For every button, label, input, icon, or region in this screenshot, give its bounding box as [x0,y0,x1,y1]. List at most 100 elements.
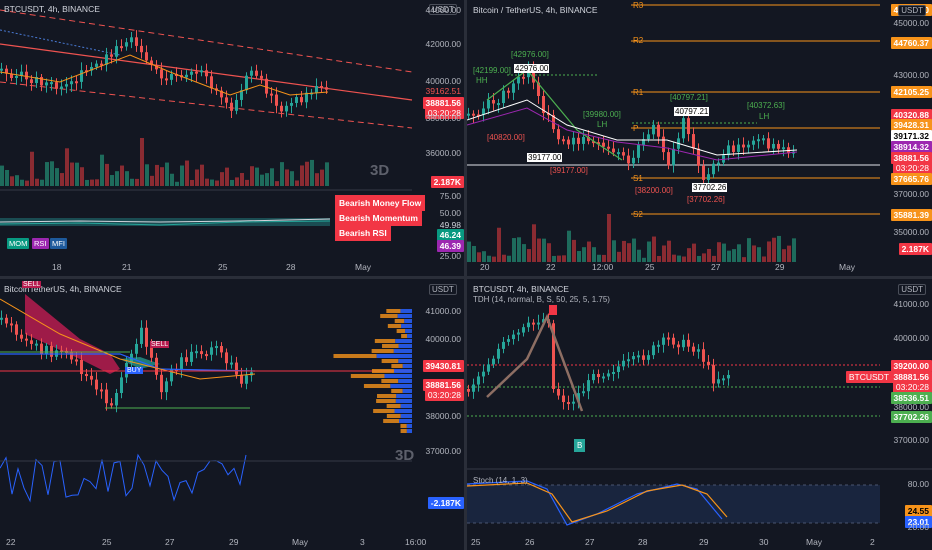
tl-candle-body [125,42,128,47]
chart-panel-bottom-right[interactable]: BTCUSDT, 4h, BINANCE TDH (14, normal, B,… [467,279,932,550]
tr-candle-body [517,76,520,84]
br-candle-body [682,339,685,348]
tr-candle-body [532,68,535,83]
br-candle-body [702,349,705,362]
tl-candle-body [55,82,58,89]
panel-divider-horizontal[interactable] [0,276,932,279]
volume-profile-bar [404,319,412,323]
bl-symbol-title[interactable]: BitcoinTetherUS, 4h, BINANCE [4,284,122,294]
bl-volume-tag: -2.187K [427,497,464,509]
br-candle-body [662,337,665,345]
tr-tag: 39171.32 [890,130,932,142]
bl-price-axis[interactable]: 41000.00 40000.00 39430.81 38881.56 03:2… [412,279,464,550]
chart-panel-top-right[interactable]: Bitcoin / TetherUS, 4h, BINANCE R3 R2 R1… [467,0,932,276]
buy-signal-label: BUY [125,367,144,374]
tl-currency-label[interactable]: USDT [429,4,457,15]
tl-candle-body [25,71,28,80]
swing-label: [37702.26] [687,195,725,204]
bl-candle-body [220,346,223,353]
tr-currency-label[interactable]: USDT [898,5,926,16]
swing-label: HH [476,76,488,85]
tl-candle-body [0,68,3,71]
br-candle-body [472,384,475,392]
tl-volume-bar [205,178,209,186]
swing-label-box: 42976.00 [514,64,550,73]
alert-bearish-rsi[interactable]: Bearish RSI [335,225,391,241]
tr-volume-bar [717,242,721,262]
br-candle-body [622,360,625,367]
tr-volume-bar [787,245,791,262]
tl-volume-bar [100,154,104,186]
tr-candle-body [757,139,760,142]
tr-volume-bar [637,249,641,262]
br-chart-canvas[interactable] [467,279,932,550]
volume-profile-bar [350,374,385,378]
tr-volume-bar [497,227,501,262]
tr-volume-bar [572,239,576,262]
br-candle-body [567,402,570,405]
bl-candle-body [75,359,78,362]
stoch-indicator-title[interactable]: Stoch (14, 1, 3) [473,476,528,485]
bl-currency-label[interactable]: USDT [429,284,457,295]
tl-volume-bar [45,162,49,186]
tr-candle-body [467,113,470,116]
tl-volume-bar [5,169,9,186]
bl-candle-body [105,389,108,404]
tl-price-axis[interactable]: 44000.00 42000.00 40000.00 39162.51 3888… [412,0,464,276]
volume-profile-bar [398,359,412,363]
bl-candle-body [45,345,48,354]
tl-candle-body [155,64,158,70]
tr-symbol-title[interactable]: Bitcoin / TetherUS, 4h, BINANCE [473,5,598,15]
br-time-tick: 2 [870,537,875,547]
br-price-axis[interactable]: USDT 41000.00 40000.00 39200.00 38881.56… [880,279,932,550]
tr-time-tick: May [839,262,856,272]
br-currency-label[interactable]: USDT [898,284,926,295]
tl-chart-canvas[interactable] [0,0,464,276]
tl-candle-body [260,75,263,79]
tr-volume-bar [562,255,566,262]
tr-volume-bar [627,243,631,262]
br-symbol-title[interactable]: BTCUSDT, 4h, BINANCE [473,284,569,294]
tl-volume-bar [255,167,259,186]
tr-candle-body [622,152,625,156]
tl-osc-tick: 25.00 [439,251,461,261]
tr-volume-bar [642,257,646,262]
tr-candle-body [732,145,735,152]
tdh-sell-marker [549,305,557,315]
tl-candle-body [290,102,293,106]
bl-candle-body [195,351,198,354]
volume-profile-bar [377,394,397,398]
tl-volume-bar [260,174,264,186]
tr-volume-bar [777,235,781,262]
tl-candle-body [235,99,238,111]
tl-volume-bar [170,173,174,186]
tr-volume-bar [762,256,766,262]
stoch-d-tag: 23.01 [904,516,932,528]
tl-candle-body [80,70,83,82]
br-candle-body [502,341,505,349]
chart-panel-bottom-left[interactable]: BitcoinTetherUS, 4h, BINANCE USDT 3D SEL… [0,279,464,550]
tr-chart-canvas[interactable] [467,0,932,276]
tl-volume-bar [150,175,154,186]
br-tag: 37702.26 [890,411,932,423]
tl-volume-bar [325,162,329,186]
tr-volume-bar [742,257,746,262]
chart-panel-top-left[interactable]: BTCUSDT, 4h, BINANCE USDT 3D 44000.00 42… [0,0,464,276]
tl-volume-bar [300,165,304,186]
tr-price-axis[interactable]: 46253.00 USDT 45000.00 44760.37 43000.00… [880,0,932,276]
bl-chart-canvas[interactable] [0,279,464,550]
tl-symbol-title[interactable]: BTCUSDT, 4h, BINANCE [4,4,100,14]
bl-time-tick: 3 [360,537,365,547]
alert-bearish-momentum[interactable]: Bearish Momentum [335,210,422,226]
tr-volume-bar [757,247,761,262]
volume-profile-bar [386,414,401,418]
tdh-indicator-title[interactable]: TDH (14, normal, B, S, 50, 25, 5, 1.75) [473,295,610,304]
tr-candle-body [712,163,715,175]
panel-divider-vertical[interactable] [464,0,467,550]
alert-bearish-money-flow[interactable]: Bearish Money Flow [335,195,426,211]
tl-volume-bar [305,161,309,186]
tr-candle-body [672,148,675,166]
tr-candle-body [592,141,595,144]
tl-time-tick: 18 [52,262,62,272]
volume-profile-bar [387,324,402,328]
